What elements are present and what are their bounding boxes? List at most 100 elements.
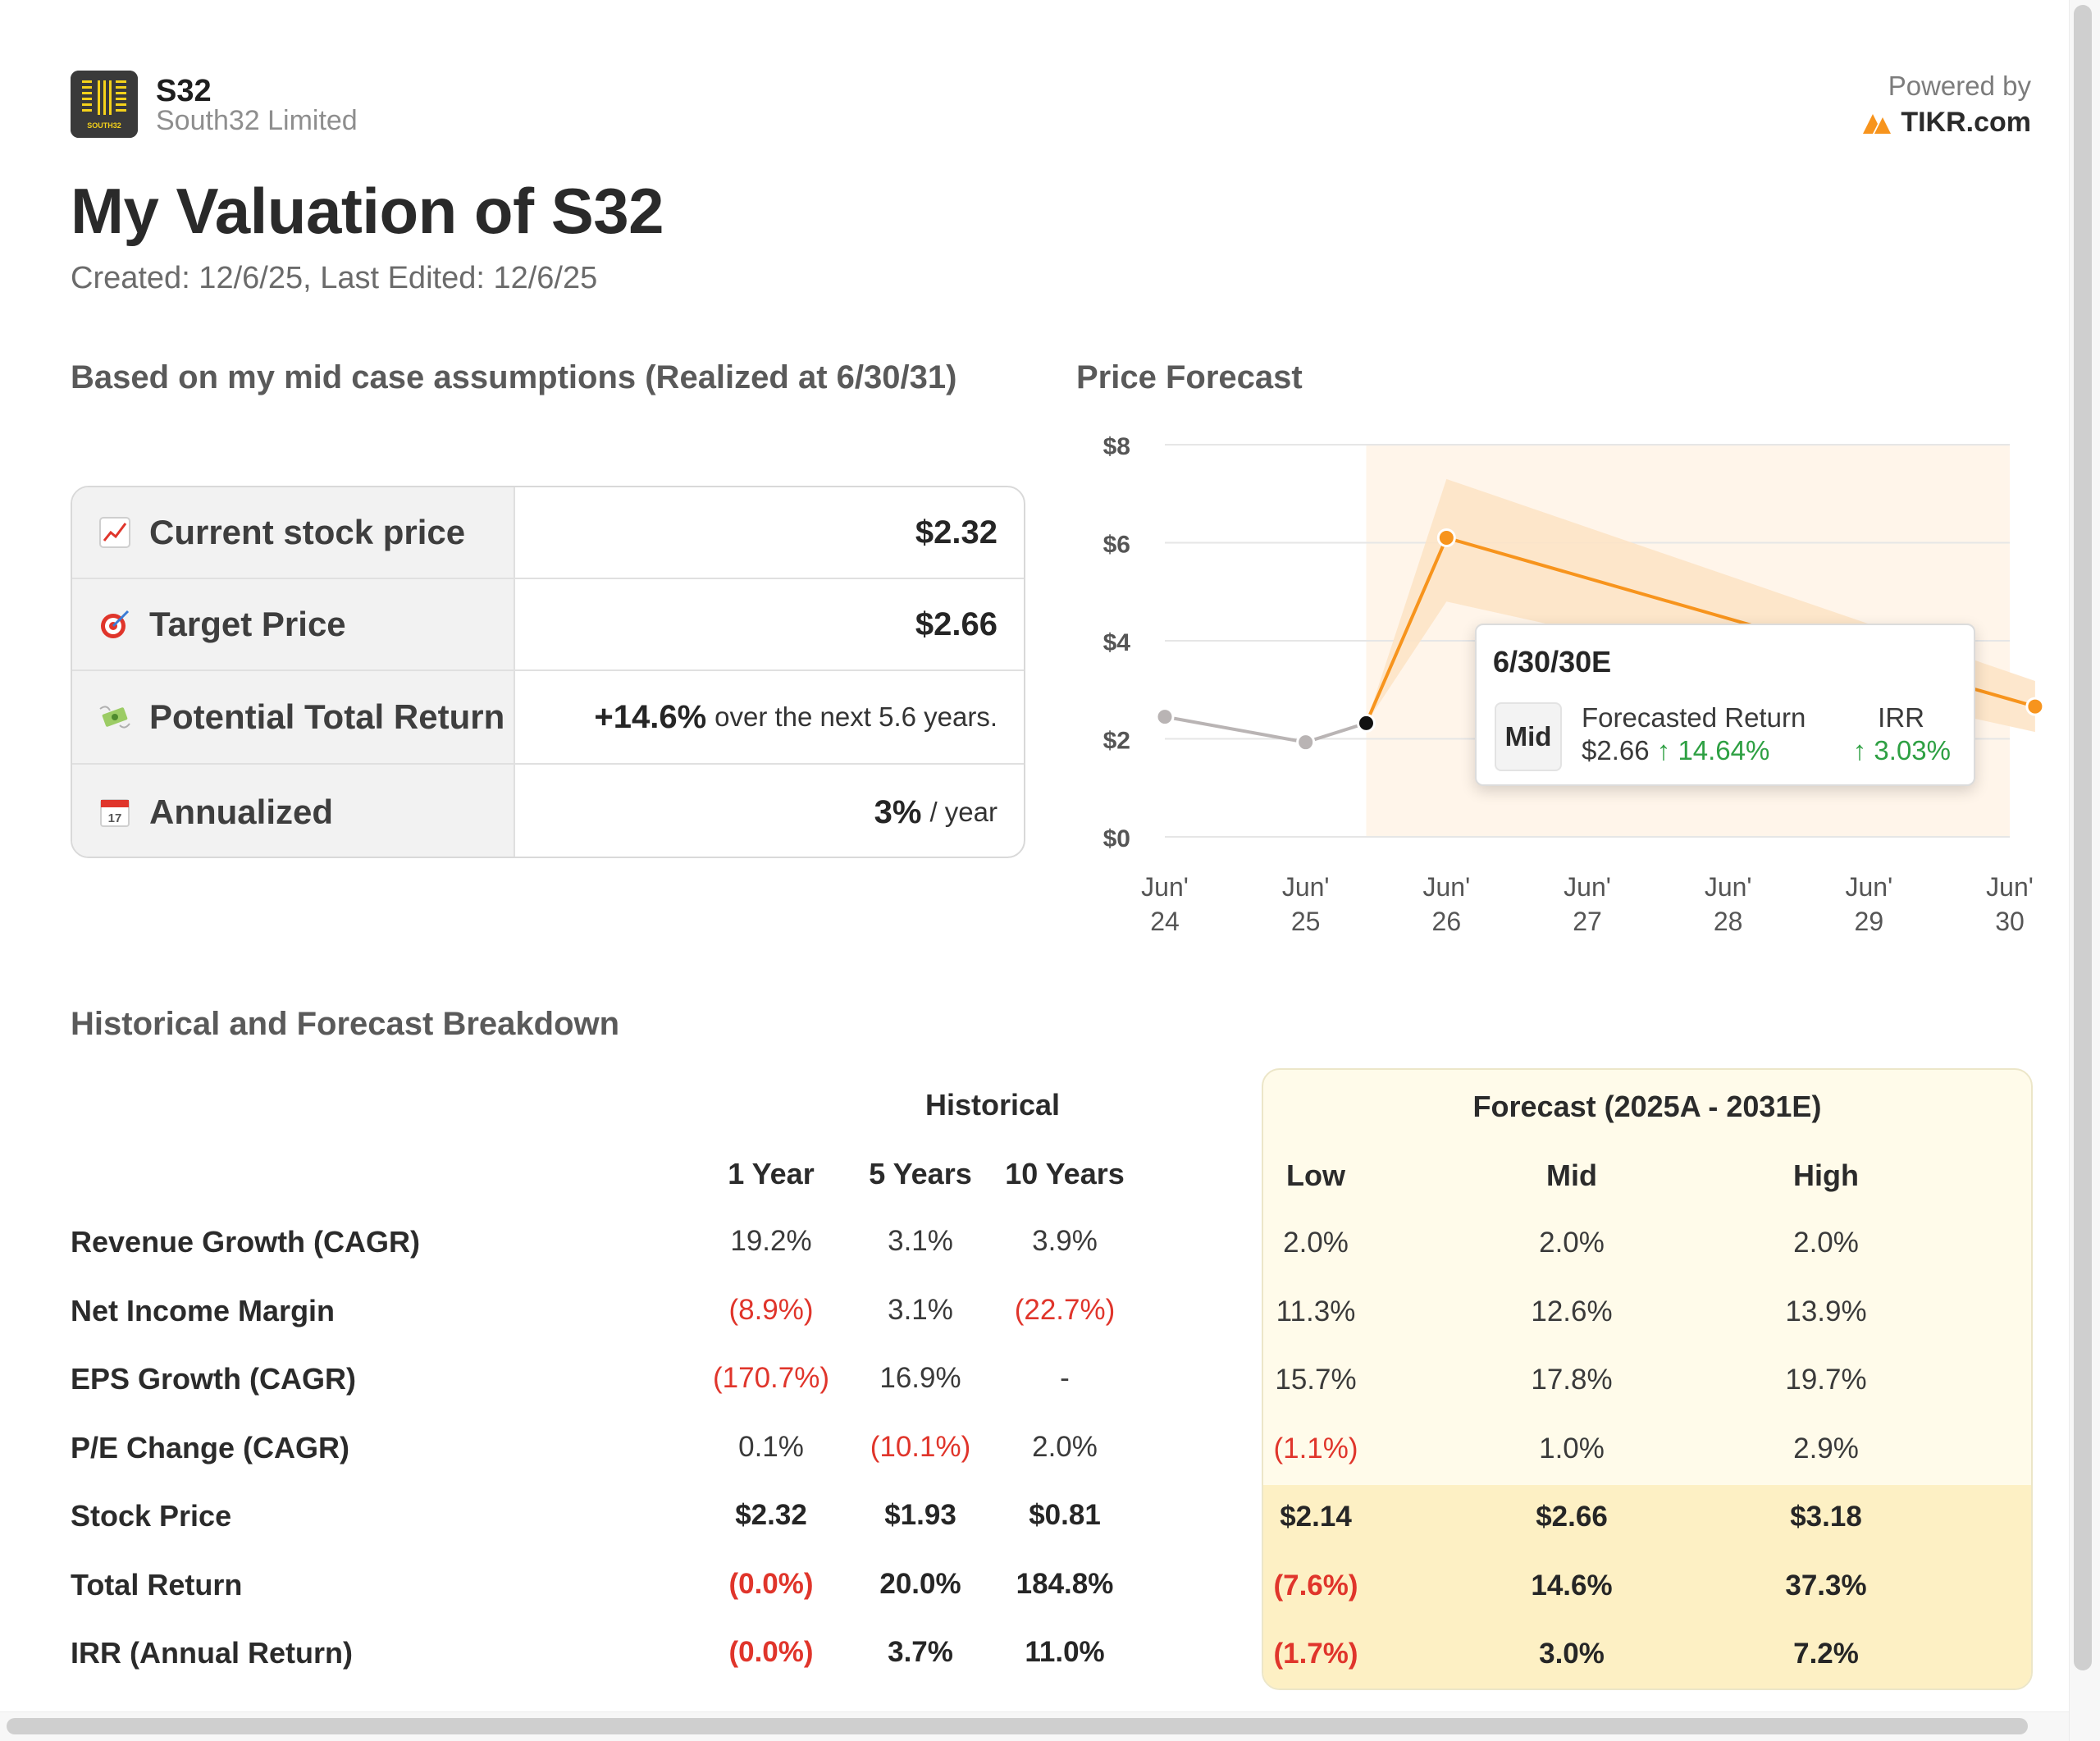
row-label: P/E Change (CAGR) <box>71 1430 350 1465</box>
arrow-up-icon: ↑ <box>1656 735 1671 765</box>
x-tick-label: 28 <box>1714 907 1743 936</box>
powered-by-label: Powered by <box>1888 71 2031 101</box>
row-label: Revenue Growth (CAGR) <box>71 1225 421 1259</box>
y-tick-label: $4 <box>1103 629 1131 656</box>
row-label: Total Return <box>71 1567 243 1602</box>
x-tick-label: 25 <box>1291 907 1321 936</box>
table-cell: 1.0% <box>1539 1432 1605 1465</box>
table-cell: (170.7%) <box>712 1362 830 1394</box>
x-tick-label: 26 <box>1432 907 1462 936</box>
chart-tooltip: 6/30/30E Mid Forecasted Return $2.66 ↑ 1… <box>1475 624 1975 786</box>
table-cell: $2.66 <box>1536 1501 1608 1533</box>
table-cell: 19.2% <box>730 1225 812 1257</box>
table-cell: 184.8% <box>1016 1567 1114 1600</box>
summary-label: Annualized <box>149 793 334 831</box>
forecast-panel <box>1262 1068 2033 1690</box>
column-header: High <box>1793 1158 1859 1192</box>
table-cell: $2.32 <box>735 1499 807 1531</box>
table-cell: (1.7%) <box>1273 1638 1358 1670</box>
forecast-point[interactable] <box>2025 697 2043 716</box>
x-tick-label: 30 <box>1995 907 2025 936</box>
table-cell: $1.93 <box>884 1499 956 1531</box>
total-return-suffix: over the next 5.6 years. <box>714 701 998 732</box>
row-label: EPS Growth (CAGR) <box>71 1362 356 1396</box>
column-header: Mid <box>1546 1158 1597 1192</box>
historical-point[interactable] <box>1155 707 1175 727</box>
table-cell: 20.0% <box>879 1567 961 1600</box>
column-header: 1 Year <box>728 1157 815 1190</box>
x-tick-label: Jun' <box>1564 872 1611 902</box>
table-cell: 11.0% <box>1025 1636 1105 1668</box>
x-tick-label: Jun' <box>1986 872 2034 902</box>
summary-label: Potential Total Return <box>149 697 505 736</box>
current-price-value: $2.32 <box>915 514 998 551</box>
valuation-summary-card: Current stock price $2.32 Target Price $… <box>71 486 1025 858</box>
target-price-value: $2.66 <box>915 605 998 642</box>
historical-point[interactable] <box>1296 733 1316 752</box>
tooltip-forecasted-return-value: $2.66 ↑ 14.64% <box>1582 735 1769 766</box>
page-title: My Valuation of S32 <box>71 175 664 247</box>
horizontal-scrollbar-thumb[interactable] <box>7 1718 2028 1734</box>
x-tick-label: Jun' <box>1845 872 1892 902</box>
forecast-point[interactable] <box>1436 528 1456 548</box>
svg-text:SOUTH32: SOUTH32 <box>87 121 121 130</box>
annualized-suffix: / year <box>929 797 998 827</box>
vertical-scrollbar-thumb[interactable] <box>2074 5 2092 1670</box>
table-cell: 0.1% <box>738 1430 804 1463</box>
company-logo: SOUTH32 <box>71 71 138 138</box>
chart-up-icon <box>97 514 133 551</box>
total-return-value: +14.6% <box>594 698 707 735</box>
table-cell: (0.0%) <box>728 1567 814 1600</box>
table-cell: 3.1% <box>888 1293 953 1326</box>
row-label: IRR (Annual Return) <box>71 1636 353 1670</box>
summary-row-total-return: Potential Total Return +14.6% over the n… <box>72 671 1024 765</box>
column-header: 10 Years <box>1005 1157 1125 1190</box>
tooltip-return-pct: 14.64% <box>1678 735 1770 765</box>
current-price-point[interactable] <box>1356 713 1376 733</box>
table-cell: (1.1%) <box>1273 1432 1358 1465</box>
annualized-value: 3% <box>874 793 922 830</box>
company-name: South32 Limited <box>156 105 358 136</box>
tooltip-case-badge: Mid <box>1495 702 1562 771</box>
table-cell: 19.7% <box>1785 1364 1867 1396</box>
table-cell: - <box>1060 1362 1070 1394</box>
x-tick-label: 24 <box>1150 907 1180 936</box>
table-cell: (8.9%) <box>728 1293 814 1326</box>
summary-heading: Based on my mid case assumptions (Realiz… <box>71 359 957 395</box>
table-cell: 2.9% <box>1793 1432 1859 1465</box>
tooltip-irr-value: ↑ 3.03% <box>1852 735 1951 765</box>
table-cell: 16.9% <box>879 1362 961 1394</box>
x-tick-label: Jun' <box>1705 872 1752 902</box>
table-cell: $0.81 <box>1029 1499 1101 1531</box>
column-header: Low <box>1286 1158 1345 1192</box>
table-cell: 15.7% <box>1275 1364 1357 1396</box>
tikr-logo-icon <box>1863 113 1892 134</box>
table-cell: 7.2% <box>1793 1638 1859 1670</box>
table-cell: 17.8% <box>1531 1364 1613 1396</box>
forecast-group-header: Forecast (2025A - 2031E) <box>1472 1090 1822 1123</box>
created-edited-date: Created: 12/6/25, Last Edited: 12/6/25 <box>71 261 598 295</box>
historical-group-header: Historical <box>924 1088 1061 1122</box>
tooltip-date: 6/30/30E <box>1493 645 1612 679</box>
tooltip-price: $2.66 <box>1582 735 1650 765</box>
y-tick-label: $0 <box>1103 825 1130 852</box>
x-tick-label: 27 <box>1573 907 1602 936</box>
calendar-icon: 17 <box>97 794 133 830</box>
table-cell: 12.6% <box>1531 1295 1613 1327</box>
table-cell: 11.3% <box>1276 1295 1356 1327</box>
ticker-symbol: S32 <box>156 74 212 108</box>
x-tick-label: Jun' <box>1282 872 1330 902</box>
x-tick-label: Jun' <box>1422 872 1470 902</box>
tikr-brand-link[interactable]: TIKR.com <box>1861 107 2031 139</box>
y-tick-label: $6 <box>1103 532 1130 559</box>
table-cell: 3.1% <box>888 1225 953 1257</box>
x-tick-label: 29 <box>1855 907 1884 936</box>
tooltip-forecasted-return-label: Forecasted Return <box>1582 702 1806 733</box>
row-label: Stock Price <box>71 1499 232 1533</box>
forecast-highlight-band <box>1263 1485 2031 1688</box>
table-cell: 2.0% <box>1539 1227 1605 1259</box>
summary-row-annualized: 17 Annualized 3% / year <box>72 765 1024 857</box>
table-cell: 3.7% <box>888 1636 953 1668</box>
table-cell: 37.3% <box>1785 1569 1867 1602</box>
summary-row-target-price: Target Price $2.66 <box>72 579 1024 671</box>
